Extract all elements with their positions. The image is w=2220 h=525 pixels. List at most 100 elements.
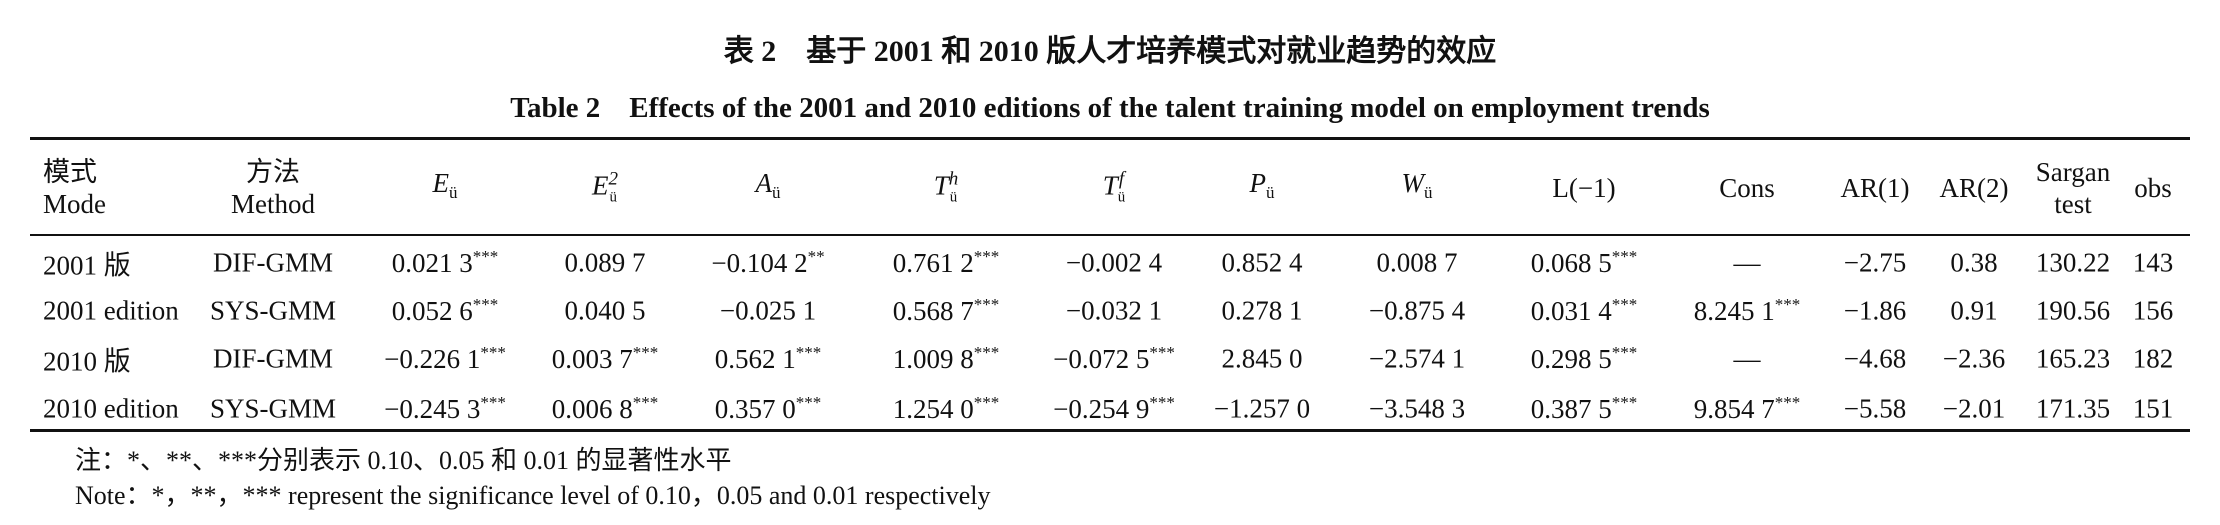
table-cell: 0.568 7*** xyxy=(893,295,1000,327)
bottom-rule xyxy=(30,429,2190,432)
header-symbol: W xyxy=(1401,167,1425,198)
note-cn: 注：*、**、***分别表示 0.10、0.05 和 0.01 的显著性水平 xyxy=(75,446,732,475)
significance-stars: *** xyxy=(1149,343,1175,362)
header-cell: Sargan test xyxy=(2036,156,2111,220)
significance-stars: *** xyxy=(973,393,1000,412)
cell-value: −0.245 3 xyxy=(384,394,481,424)
table-cell: 0.089 7 xyxy=(565,248,646,279)
table-cell: −0.104 2** xyxy=(711,247,824,279)
header-cell: 方法 Method xyxy=(231,156,315,220)
cell-value: 0.357 0 xyxy=(714,394,796,424)
significance-stars: *** xyxy=(1611,295,1638,314)
header-cell: Wü xyxy=(1402,167,1433,209)
significance-stars: *** xyxy=(973,295,1000,314)
table-cell: −4.68 xyxy=(1844,344,1906,375)
cell-value: −1.257 0 xyxy=(1213,393,1311,424)
cell-value: 151 xyxy=(2132,393,2174,424)
table-cell: 156 xyxy=(2133,296,2174,327)
cell-value: −0.072 5 xyxy=(1053,344,1150,374)
significance-stars: *** xyxy=(973,247,1000,266)
table-cell: 0.006 8*** xyxy=(552,393,659,425)
table-cell: −2.574 1 xyxy=(1369,344,1465,375)
cell-value: 0.852 4 xyxy=(1221,247,1303,278)
cell-value: −0.002 4 xyxy=(1065,247,1163,278)
table-cell: −1.86 xyxy=(1844,296,1906,327)
cell-value: 2001 版 xyxy=(43,250,131,281)
cell-value: 0.568 7 xyxy=(892,296,974,326)
header-sub: ü xyxy=(772,183,781,203)
header-symbol: A xyxy=(755,167,773,198)
cell-value: 182 xyxy=(2132,343,2174,374)
cell-value: −0.032 1 xyxy=(1065,295,1163,326)
cell-value: 0.761 2 xyxy=(892,248,974,278)
header-line: 模式 xyxy=(43,157,97,187)
table-cell: 0.91 xyxy=(1950,296,1997,327)
table-cell: 0.38 xyxy=(1950,248,1997,279)
header-line: obs xyxy=(2134,173,2172,203)
cell-value: −5.58 xyxy=(1843,393,1907,424)
table-cell: −0.254 9*** xyxy=(1053,393,1175,425)
cell-value: DIF-GMM xyxy=(212,247,334,278)
header-line: Cons xyxy=(1719,173,1775,203)
cell-value: −3.548 3 xyxy=(1368,393,1466,424)
significance-stars: *** xyxy=(1611,393,1638,412)
table-cell: 0.040 5 xyxy=(565,296,646,327)
table-cell: −2.01 xyxy=(1943,394,2005,425)
cell-value: 0.387 5 xyxy=(1530,394,1612,424)
cell-value: 2010 版 xyxy=(43,346,131,377)
header-line: AR(2) xyxy=(1939,173,2009,203)
table-cell: 2001 edition xyxy=(43,296,179,327)
cell-value: 0.298 5 xyxy=(1530,344,1612,374)
header-cell: Eü xyxy=(433,167,458,209)
header-cell: Cons xyxy=(1719,172,1775,204)
header-cell: obs xyxy=(2134,172,2172,204)
table-cell: DIF-GMM xyxy=(213,344,333,375)
table-cell: 0.031 4*** xyxy=(1531,295,1638,327)
header-symbol: T xyxy=(1102,170,1118,201)
cell-value: 2010 edition xyxy=(43,393,179,424)
cell-value: DIF-GMM xyxy=(212,343,334,374)
table-cell: −5.58 xyxy=(1844,394,1906,425)
table-cell: 0.068 5*** xyxy=(1531,247,1638,279)
header-sub: ü xyxy=(949,189,958,206)
header-symbol: E xyxy=(432,167,450,198)
cell-value: 0.040 5 xyxy=(564,295,646,326)
table-cell: −0.032 1 xyxy=(1066,296,1162,327)
header-sub: ü xyxy=(1117,189,1126,206)
table-cell: 2010 edition xyxy=(43,394,179,425)
table-cell: 0.003 7*** xyxy=(552,343,659,375)
cell-value: 8.245 1 xyxy=(1693,296,1775,326)
cell-value: 2001 edition xyxy=(43,295,179,326)
cell-value: 0.006 8 xyxy=(551,394,633,424)
cell-value: −2.574 1 xyxy=(1368,343,1466,374)
table-cell: −2.75 xyxy=(1844,248,1906,279)
header-cell: Aü xyxy=(756,167,781,209)
cell-value: — xyxy=(1733,343,1761,374)
table-cell: 0.298 5*** xyxy=(1531,343,1638,375)
cell-value: 165.23 xyxy=(2035,343,2111,374)
header-sup: 2 xyxy=(608,168,619,190)
significance-stars: *** xyxy=(472,247,499,266)
table-cell: 130.22 xyxy=(2036,248,2110,279)
significance-stars: *** xyxy=(1774,393,1801,412)
table-cell: 2.845 0 xyxy=(1222,344,1303,375)
title-en: Table 2 Effects of the 2001 and 2010 edi… xyxy=(510,92,1710,124)
header-cell: AR(2) xyxy=(1940,172,2009,204)
cell-value: — xyxy=(1733,247,1761,278)
table-cell: 2001 版 xyxy=(43,244,131,283)
table-cell: −0.875 4 xyxy=(1369,296,1465,327)
table-cell: SYS-GMM xyxy=(210,296,336,327)
significance-stars: *** xyxy=(1149,393,1175,412)
table-cell: 0.562 1*** xyxy=(715,343,822,375)
cell-value: −0.025 1 xyxy=(719,295,817,326)
table-cell: 182 xyxy=(2133,344,2174,375)
table-cell: −3.548 3 xyxy=(1369,394,1465,425)
significance-stars: *** xyxy=(1611,247,1638,266)
cell-value: 0.031 4 xyxy=(1530,296,1612,326)
header-cell: L(−1) xyxy=(1552,172,1615,204)
significance-stars: *** xyxy=(795,343,822,362)
significance-stars: *** xyxy=(632,393,659,412)
